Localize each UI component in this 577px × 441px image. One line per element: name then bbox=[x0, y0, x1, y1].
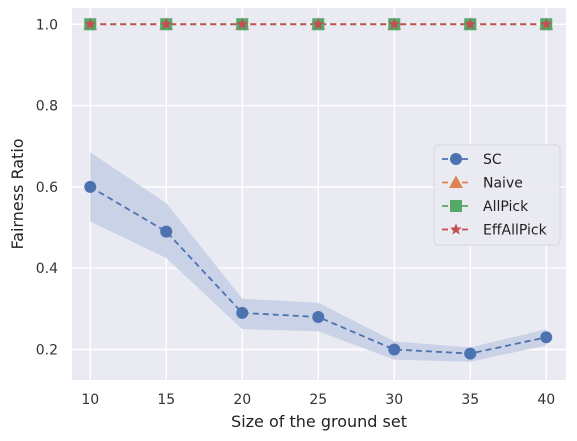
x-tick-label: 10 bbox=[81, 392, 99, 408]
legend-label-effallpick: EffAllPick bbox=[483, 223, 548, 239]
legend-marker-naive bbox=[449, 175, 463, 188]
legend: SC Naive AllPick EffAllPick bbox=[433, 144, 561, 246]
x-axis-label: Size of the ground set bbox=[231, 412, 407, 431]
x-tick-label: 40 bbox=[537, 392, 555, 408]
point-effallpick bbox=[464, 18, 477, 30]
point-sc bbox=[540, 331, 553, 344]
x-tick-label: 30 bbox=[385, 392, 403, 408]
legend-marker-sc bbox=[450, 153, 462, 165]
point-effallpick bbox=[84, 18, 97, 30]
x-tick-label: 25 bbox=[309, 392, 327, 408]
point-effallpick bbox=[160, 18, 173, 30]
legend-label-sc: SC bbox=[483, 152, 502, 168]
y-tick-label: 0.2 bbox=[36, 343, 58, 359]
y-tick-label: 0.6 bbox=[36, 180, 58, 196]
y-tick-label: 1.0 bbox=[36, 17, 58, 33]
y-axis-label: Fairness Ratio bbox=[8, 138, 27, 249]
point-effallpick bbox=[312, 18, 325, 30]
point-sc bbox=[464, 347, 477, 360]
x-tick-label: 35 bbox=[461, 392, 479, 408]
point-sc bbox=[160, 225, 173, 238]
point-effallpick bbox=[388, 18, 401, 30]
legend-marker-effallpick bbox=[450, 223, 462, 235]
legend-box bbox=[433, 144, 561, 246]
legend-marker-allpick bbox=[450, 200, 462, 212]
point-effallpick bbox=[236, 18, 249, 30]
point-sc bbox=[84, 180, 97, 193]
point-effallpick bbox=[540, 18, 553, 30]
x-tick-label: 20 bbox=[233, 392, 251, 408]
series-markers bbox=[83, 17, 554, 360]
point-sc bbox=[312, 310, 325, 323]
x-tick-label: 15 bbox=[157, 392, 175, 408]
y-tick-label: 0.4 bbox=[36, 261, 58, 277]
y-tick-labels: 0.2 0.4 0.6 0.8 1.0 bbox=[36, 17, 58, 358]
legend-label-allpick: AllPick bbox=[483, 199, 529, 215]
point-sc bbox=[388, 343, 401, 356]
y-tick-label: 0.8 bbox=[36, 99, 58, 115]
point-sc bbox=[236, 306, 249, 319]
x-tick-labels: 10 15 20 25 30 35 40 bbox=[81, 392, 555, 408]
legend-label-naive: Naive bbox=[483, 176, 523, 192]
